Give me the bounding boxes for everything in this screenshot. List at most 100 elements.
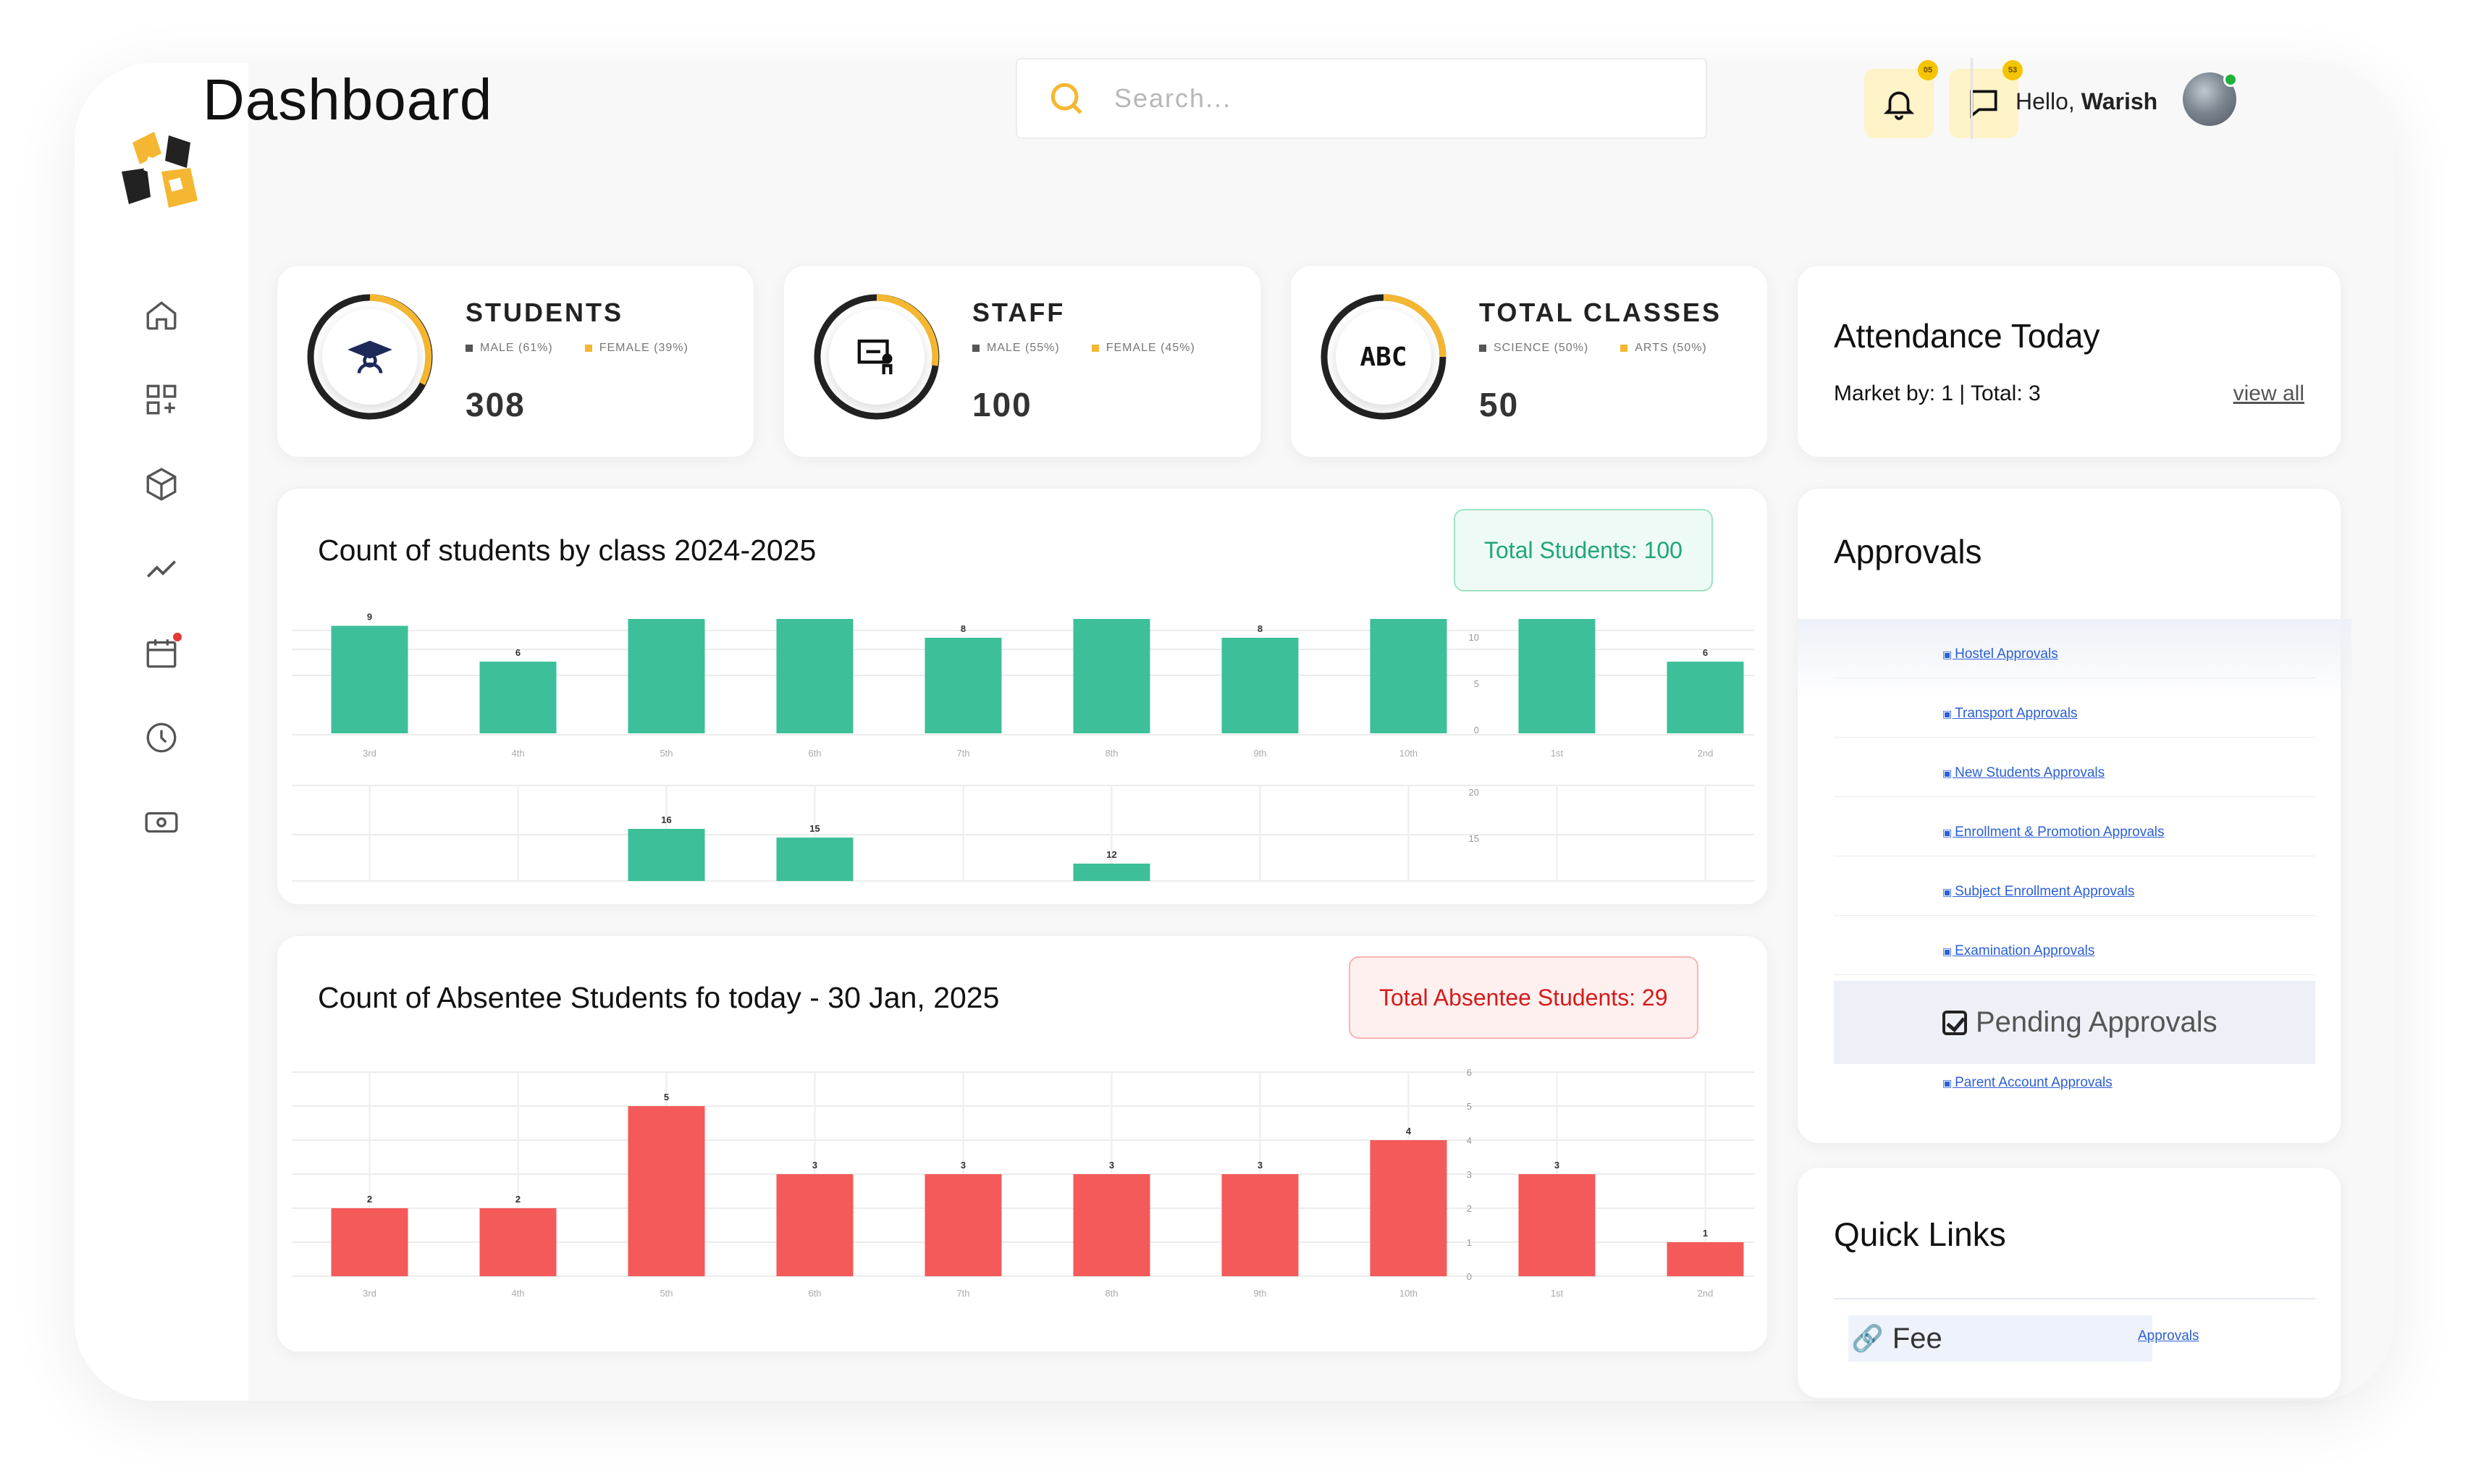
quick-link-approvals[interactable]: Approvals: [2138, 1328, 2199, 1344]
staff-ring: [813, 293, 940, 421]
search-input[interactable]: [1114, 83, 1621, 114]
absentee-chart-card: Count of Absentee Students fo today - 30…: [277, 935, 1768, 1352]
subject-enrollment-approvals-link[interactable]: Subject Enrollment Approvals: [1942, 884, 2134, 900]
bar-value-label: 8: [961, 623, 966, 634]
user-greeting: Hello, Warish: [2016, 88, 2158, 114]
bar: [1073, 1174, 1150, 1276]
y-tick-label: 1: [1467, 1237, 1472, 1248]
stat-legend: MALE (55%) FEMALE (45%): [972, 342, 1195, 355]
x-tick-label: 5th: [660, 748, 673, 759]
bar: [776, 619, 854, 733]
enrollment-promotion-approvals-link[interactable]: Enrollment & Promotion Approvals: [1942, 825, 2164, 840]
quick-link-fee[interactable]: 🔗 Fee: [1848, 1315, 2152, 1362]
approval-row: Subject Enrollment Approvals: [1834, 856, 2315, 916]
bar-value-label: 4: [1406, 1126, 1412, 1137]
bar: [1667, 1242, 1744, 1276]
bar: [1073, 619, 1150, 733]
stat-card-staff: STAFF MALE (55%) FEMALE (45%) 100: [783, 265, 1261, 458]
sidebar-item-analytics[interactable]: [141, 549, 182, 589]
bar: [331, 625, 408, 733]
avatar[interactable]: [2183, 72, 2238, 126]
clock-icon: [146, 722, 177, 753]
sidebar-item-apps[interactable]: [141, 379, 182, 420]
sidebar-item-home[interactable]: [141, 295, 182, 335]
search-box[interactable]: [1016, 58, 1707, 139]
x-tick-label: 4th: [511, 748, 524, 759]
x-tick-label: 7th: [956, 748, 969, 759]
bar: [628, 619, 705, 733]
examination-approvals-link[interactable]: Examination Approvals: [1942, 943, 2094, 959]
approval-row: Transport Approvals: [1834, 678, 2315, 738]
parent-account-approvals-link[interactable]: Parent Account Approvals: [1942, 1075, 2113, 1091]
messages-badge: 53: [2002, 60, 2023, 80]
search-icon: [1050, 83, 1082, 114]
bar-value-label: 6: [1703, 647, 1708, 658]
x-tick-label: 1st: [1551, 748, 1564, 759]
trend-icon: [146, 560, 177, 578]
stat-card-classes: ABC TOTAL CLASSES SCIENCE (50%) ARTS (50…: [1290, 265, 1768, 458]
sidebar-item-calendar[interactable]: [141, 633, 182, 673]
bar-value-label: 3: [961, 1160, 966, 1171]
approval-row: New Students Approvals: [1834, 738, 2315, 797]
students-chart-card: Count of students by class 2024-2025 Tot…: [277, 488, 1768, 905]
quick-links-title: Quick Links: [1834, 1215, 2006, 1253]
bar-value-label: 2: [515, 1194, 521, 1205]
approvals-list: Hostel Approvals Transport Approvals New…: [1798, 619, 2351, 1090]
x-tick-label: 8th: [1105, 1288, 1118, 1299]
y-tick-label: 10: [1469, 632, 1479, 643]
bar-value-label: 15: [809, 823, 820, 834]
calendar-icon: [146, 639, 177, 668]
bar: [628, 829, 705, 881]
quick-links-list: 🔗 Fee Approvals: [1834, 1298, 2315, 1385]
sidebar-item-history[interactable]: [141, 717, 182, 758]
header-divider: [1971, 58, 1973, 139]
notifications-button[interactable]: 05: [1864, 60, 1938, 138]
sidebar-item-packages[interactable]: [141, 464, 182, 505]
pending-approvals-item[interactable]: Pending Approvals: [1834, 981, 2315, 1064]
user-name: Warish: [2081, 88, 2158, 114]
stat-title: TOTAL CLASSES: [1479, 298, 1722, 327]
messages-button[interactable]: 53: [1949, 60, 2023, 138]
bar-value-label: 16: [661, 814, 671, 825]
total-absentee-pill: Total Absentee Students: 29: [1349, 956, 1698, 1039]
approvals-card: Approvals Hostel Approvals Transport App…: [1797, 488, 2351, 1144]
stat-value: 308: [466, 386, 526, 423]
x-tick-label: 7th: [956, 1288, 969, 1299]
abc-icon: ABC: [1336, 309, 1431, 405]
attendance-title: Attendance Today: [1834, 317, 2100, 355]
bar: [628, 1106, 705, 1276]
bar: [1518, 1174, 1596, 1276]
new-students-approvals-link[interactable]: New Students Approvals: [1942, 765, 2105, 781]
x-tick-label: 6th: [808, 1288, 821, 1299]
attendance-card: Attendance Today Market by: 1 | Total: 3…: [1797, 265, 2341, 458]
view-all-link[interactable]: view all: [2233, 381, 2304, 405]
approval-row: Examination Approvals: [1834, 916, 2315, 975]
bar-value-label: 9: [367, 612, 372, 623]
stat-card-students: STUDENTS MALE (61%) FEMALE (39%) 308: [277, 265, 754, 458]
bar: [1518, 619, 1596, 733]
hostel-approvals-link[interactable]: Hostel Approvals: [1942, 646, 2058, 662]
y-tick-label: 20: [1469, 787, 1479, 798]
bar-value-label: 3: [1109, 1160, 1114, 1171]
bar: [925, 1174, 1002, 1276]
chart-title: Count of students by class 2024-2025: [318, 534, 817, 567]
chart-title: Count of Absentee Students fo today - 30…: [318, 981, 1000, 1014]
x-tick-label: 3rd: [363, 1288, 376, 1299]
bar-value-label: 3: [1258, 1160, 1263, 1171]
y-tick-label: 0: [1474, 725, 1479, 735]
bell-icon: [1883, 91, 1915, 120]
transport-approvals-link[interactable]: Transport Approvals: [1942, 706, 2077, 722]
x-tick-label: 9th: [1253, 748, 1266, 759]
sidebar-item-finance[interactable]: [141, 802, 182, 843]
bar-value-label: 6: [515, 647, 521, 658]
students-ring: [306, 293, 434, 421]
x-tick-label: 6th: [808, 748, 821, 759]
home-icon: [146, 301, 177, 330]
cube-icon: [146, 468, 177, 501]
x-tick-label: 8th: [1105, 748, 1118, 759]
online-status-dot: [2223, 72, 2238, 87]
attendance-info: Market by: 1 | Total: 3: [1834, 381, 2041, 405]
y-tick-label: 5: [1474, 678, 1479, 689]
stat-legend: SCIENCE (50%) ARTS (50%): [1479, 342, 1707, 355]
app-logo[interactable]: [118, 128, 205, 215]
